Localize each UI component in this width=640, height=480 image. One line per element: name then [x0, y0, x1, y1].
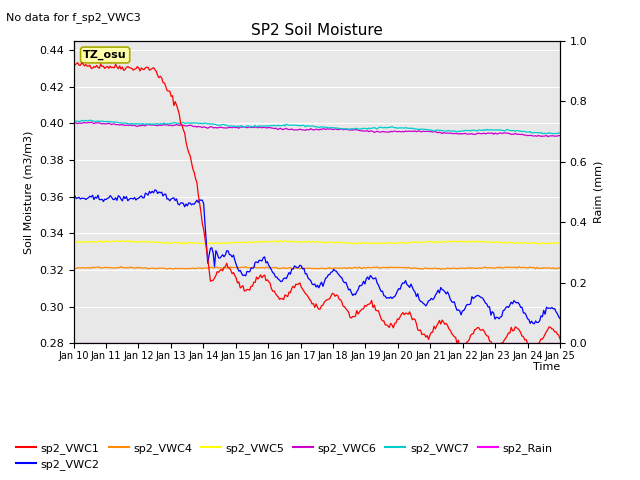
- Title: SP2 Soil Moisture: SP2 Soil Moisture: [251, 23, 383, 38]
- Text: TZ_osu: TZ_osu: [83, 50, 127, 60]
- Text: No data for f_sp2_VWC3: No data for f_sp2_VWC3: [6, 12, 141, 23]
- Y-axis label: Soil Moisture (m3/m3): Soil Moisture (m3/m3): [24, 130, 33, 254]
- Legend: sp2_VWC1, sp2_VWC2, sp2_VWC4, sp2_VWC5, sp2_VWC6, sp2_VWC7, sp2_Rain: sp2_VWC1, sp2_VWC2, sp2_VWC4, sp2_VWC5, …: [12, 438, 557, 474]
- Y-axis label: Raim (mm): Raim (mm): [593, 161, 603, 223]
- X-axis label: Time: Time: [532, 362, 560, 372]
